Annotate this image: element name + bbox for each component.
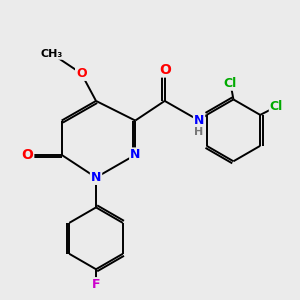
Text: N: N xyxy=(194,114,204,127)
Text: O: O xyxy=(21,148,33,162)
Text: O: O xyxy=(76,67,87,80)
Text: N: N xyxy=(91,171,101,184)
Text: Cl: Cl xyxy=(270,100,283,113)
Text: F: F xyxy=(92,278,100,291)
Text: N: N xyxy=(130,148,140,161)
Text: CH₃: CH₃ xyxy=(41,49,63,59)
Text: O: O xyxy=(159,62,171,76)
Text: Cl: Cl xyxy=(224,77,237,90)
Text: H: H xyxy=(194,127,204,137)
